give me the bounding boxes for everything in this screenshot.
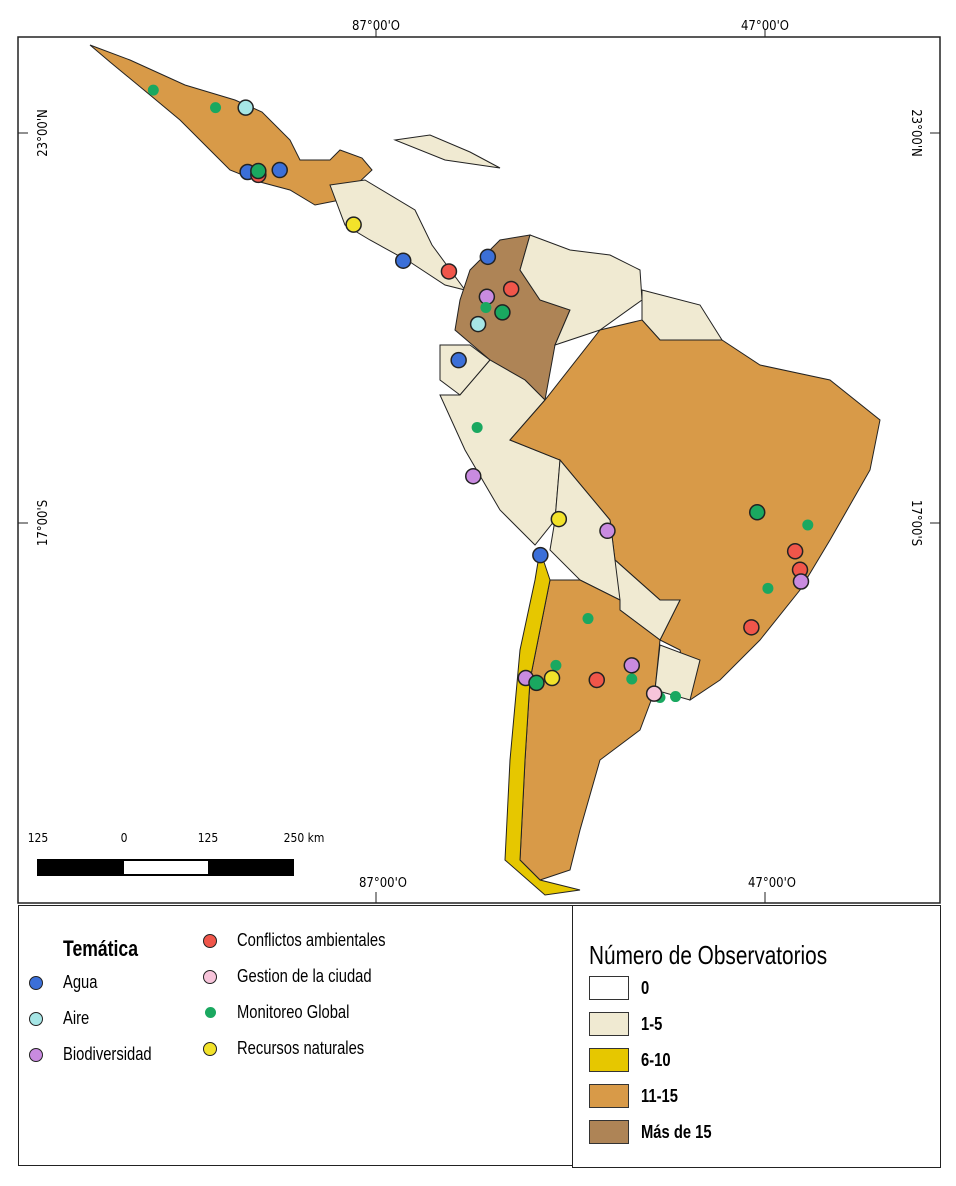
observatory-marker-monitoreo [550, 659, 562, 671]
scale-label: 125 [28, 831, 49, 845]
legend-tematica-title: Temática [63, 936, 138, 961]
graticule-ticks [18, 30, 940, 903]
legend-label: Monitoreo Global [237, 1002, 350, 1022]
scale-bar: 125 0 125 250 km [28, 831, 325, 876]
observatory-marker-monitoreo [748, 504, 766, 521]
observatory-marker-recursos [543, 669, 561, 687]
observatory-marker-agua [271, 161, 288, 179]
observatory-marker-agua [532, 546, 549, 564]
legend-class-item: 6-10 [589, 1048, 677, 1072]
legend-item-gestion: Gestion de la ciudad [203, 966, 401, 987]
legend-label: Biodiversidad [63, 1044, 152, 1064]
observatory-marker-biodiversidad [792, 573, 810, 590]
map: 87°00'O 47°00'O 87°00'O 47°00'O 23°00'N … [17, 19, 941, 904]
lon-label-top-right: 47°00'O [741, 19, 789, 34]
country-uruguay [654, 644, 701, 701]
legend-swatch [589, 1048, 629, 1072]
legend-dot-icon [203, 1041, 217, 1056]
observatory-marker-aire [469, 315, 487, 333]
scale-label: 125 [198, 831, 219, 845]
observatory-marker-monitoreo [471, 421, 483, 433]
observatory-marker-recursos [345, 216, 362, 233]
legend-dot-icon [203, 933, 217, 948]
legend-item-recursos: Recursos naturales [203, 1038, 392, 1059]
observatory-marker-monitoreo [582, 613, 594, 625]
legend-dot-icon [29, 975, 43, 990]
legend-label: Más de 15 [641, 1121, 712, 1142]
legend-item-aire: Aire [29, 1008, 95, 1029]
legend-observatorios: Número de Observatorios 0 1-5 6-10 11-15 Más… [572, 905, 941, 1168]
legend-swatch [589, 1120, 629, 1144]
observatory-marker-biodiversidad [599, 522, 616, 540]
lat-label-right-bottom: 17°00'S [908, 500, 923, 546]
observatory-marker-aire [237, 99, 254, 116]
observatory-marker-monitoreo [670, 691, 682, 703]
observatory-marker-monitoreo [762, 582, 774, 594]
observatory-marker-conflictos [440, 263, 458, 280]
observatory-marker-monitoreo [480, 302, 492, 314]
observatory-marker-biodiversidad [478, 288, 496, 306]
observatory-marker-conflictos [786, 543, 804, 560]
lat-label-right-top: 23°00'N [908, 109, 923, 157]
observatory-marker-monitoreo [802, 519, 814, 531]
legend-item-biodiversidad: Biodiversidad [29, 1044, 171, 1065]
legend-tematica: Temática Agua Aire Biodiversidad Conflictos… [18, 905, 573, 1166]
observatory-marker-agua [479, 248, 497, 266]
observatory-marker-monitoreo [626, 673, 638, 685]
scale-label: 0 [121, 831, 128, 845]
scale-label: 250 km [284, 831, 325, 845]
legend-label: Conflictos ambientales [237, 930, 386, 950]
legend-swatch [589, 1012, 629, 1036]
legend-label: 0 [641, 977, 650, 998]
legend-item-conflictos: Conflictos ambientales [203, 930, 418, 951]
legend-label: Recursos naturales [237, 1038, 365, 1058]
legend-label: Gestion de la ciudad [237, 966, 372, 986]
legend-item-monitoreo: Monitoreo Global [203, 1002, 374, 1023]
lon-label-top-left: 87°00'O [352, 19, 400, 34]
observatory-marker-biodiversidad [465, 467, 482, 485]
legend-label: 11-15 [641, 1085, 678, 1106]
observatory-marker-monitoreo [494, 304, 511, 321]
legend-label: 6-10 [641, 1049, 671, 1070]
legend-class-item: 0 [589, 976, 651, 1000]
observatory-marker-conflictos [588, 671, 606, 689]
lon-label-bottom-left: 87°00'O [359, 876, 407, 891]
legend-class-item: 11-15 [589, 1084, 686, 1108]
legend-dot-icon [29, 1011, 43, 1026]
observatory-marker-agua [394, 252, 412, 269]
legend-class-item: Más de 15 [589, 1120, 727, 1144]
observatory-marker-conflictos [743, 619, 760, 636]
observatory-marker-monitoreo [147, 84, 159, 96]
observatory-marker-monitoreo [250, 162, 267, 180]
legend-label: 1-5 [641, 1013, 663, 1034]
legend-class-item: 1-5 [589, 1012, 667, 1036]
observatory-marker-recursos [550, 510, 568, 528]
legend-label: Aire [63, 1008, 90, 1028]
observatory-marker-monitoreo [210, 102, 222, 114]
observatory-marker-conflictos [502, 280, 520, 298]
legend-swatch [589, 1084, 629, 1108]
country-cuba [393, 134, 501, 169]
lat-label-left-bottom: 17°00'S [36, 500, 51, 546]
observatory-marker-biodiversidad [623, 657, 641, 674]
lon-label-bottom-right: 47°00'O [748, 876, 796, 891]
country-central-america [329, 179, 467, 291]
legend-item-agua: Agua [29, 972, 105, 993]
legend-observatorios-title: Número de Observatorios [589, 940, 828, 970]
observatory-marker-agua [450, 351, 467, 369]
observatory-marker-monitoreo [528, 674, 545, 692]
legend-label: Agua [63, 972, 98, 992]
observatory-marker-gestion [645, 685, 663, 702]
lat-label-left-top: 23°00'N [36, 109, 51, 157]
legend-dot-icon [205, 1007, 216, 1018]
legend-swatch [589, 976, 629, 1000]
legend-dot-icon [203, 969, 217, 984]
legend-dot-icon [29, 1047, 43, 1062]
